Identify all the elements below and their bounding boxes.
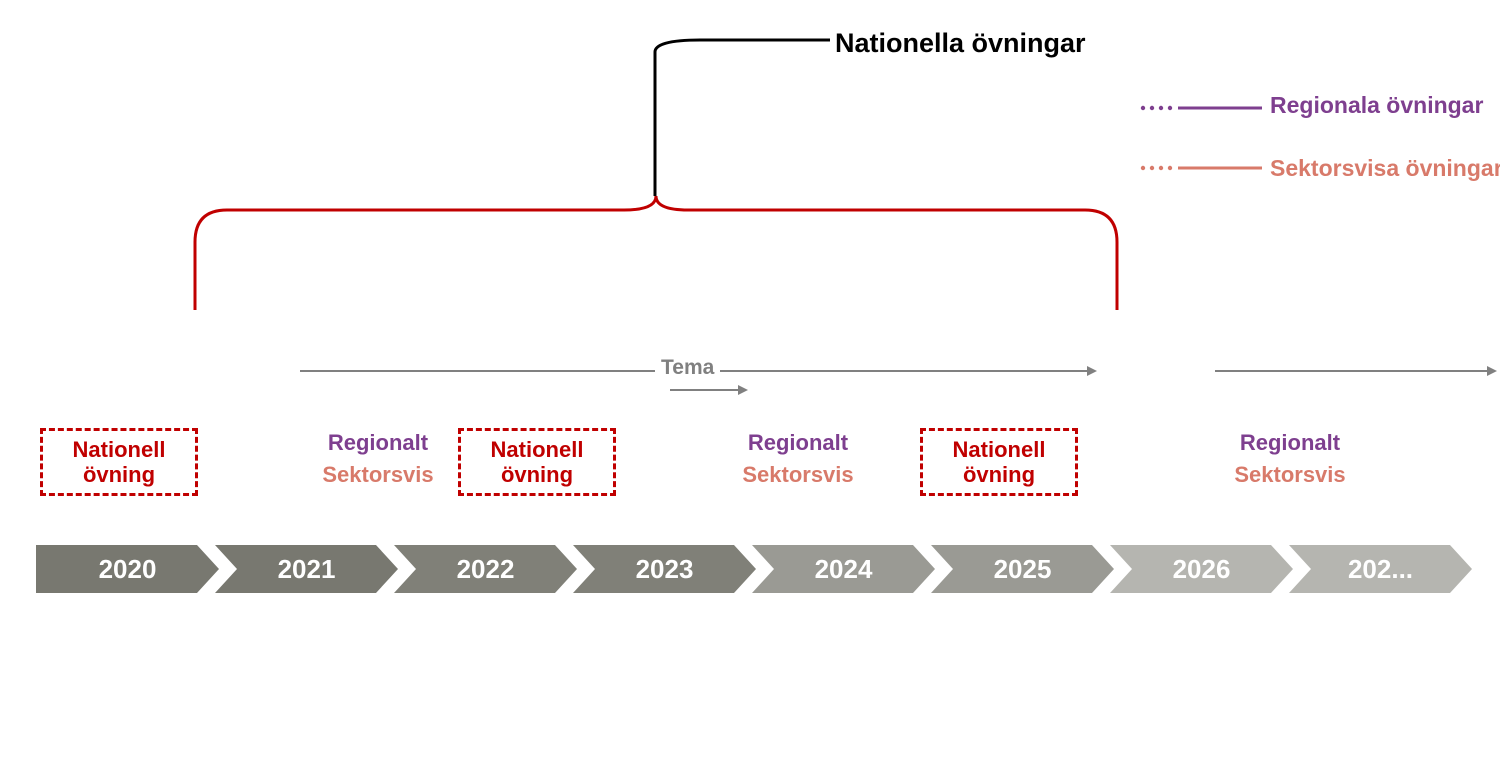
timeline-year: 2026 — [1110, 545, 1293, 593]
regional-sector-label: Regionalt Sektorsvis — [698, 430, 898, 488]
timeline-year: 2020 — [36, 545, 219, 593]
national-box-line1: Nationell — [73, 437, 166, 462]
timeline-year: 2024 — [752, 545, 935, 593]
timeline-year: 2022 — [394, 545, 577, 593]
sector-line: Sektorsvis — [698, 462, 898, 488]
timeline-year: 2023 — [573, 545, 756, 593]
theme-arrow-right — [1215, 370, 1495, 372]
national-exercise-box: Nationellövning — [458, 428, 616, 496]
label-regionala: Regionala övningar — [1270, 92, 1483, 119]
sector-line: Sektorsvis — [1190, 462, 1390, 488]
timeline-year: 202... — [1289, 545, 1472, 593]
timeline-year: 2025 — [931, 545, 1114, 593]
national-box-line1: Nationell — [953, 437, 1046, 462]
regional-line: Regionalt — [1190, 430, 1390, 456]
label-sektorsvisa: Sektorsvisa övningar — [1270, 155, 1500, 182]
theme-label: Tema — [655, 356, 720, 380]
timeline-year: 2021 — [215, 545, 398, 593]
national-exercise-box: Nationellövning — [40, 428, 198, 496]
sector-line: Sektorsvis — [278, 462, 478, 488]
regional-sector-label: Regionalt Sektorsvis — [278, 430, 478, 488]
regional-line: Regionalt — [698, 430, 898, 456]
national-box-line1: Nationell — [491, 437, 584, 462]
national-box-line2: övning — [83, 462, 155, 487]
national-box-line2: övning — [501, 462, 573, 487]
label-nationella: Nationella övningar — [835, 28, 1086, 59]
national-box-line2: övning — [963, 462, 1035, 487]
regional-line: Regionalt — [278, 430, 478, 456]
national-exercise-box: Nationellövning — [920, 428, 1078, 496]
theme-arrow-short — [670, 389, 746, 391]
regional-sector-label: Regionalt Sektorsvis — [1190, 430, 1390, 488]
